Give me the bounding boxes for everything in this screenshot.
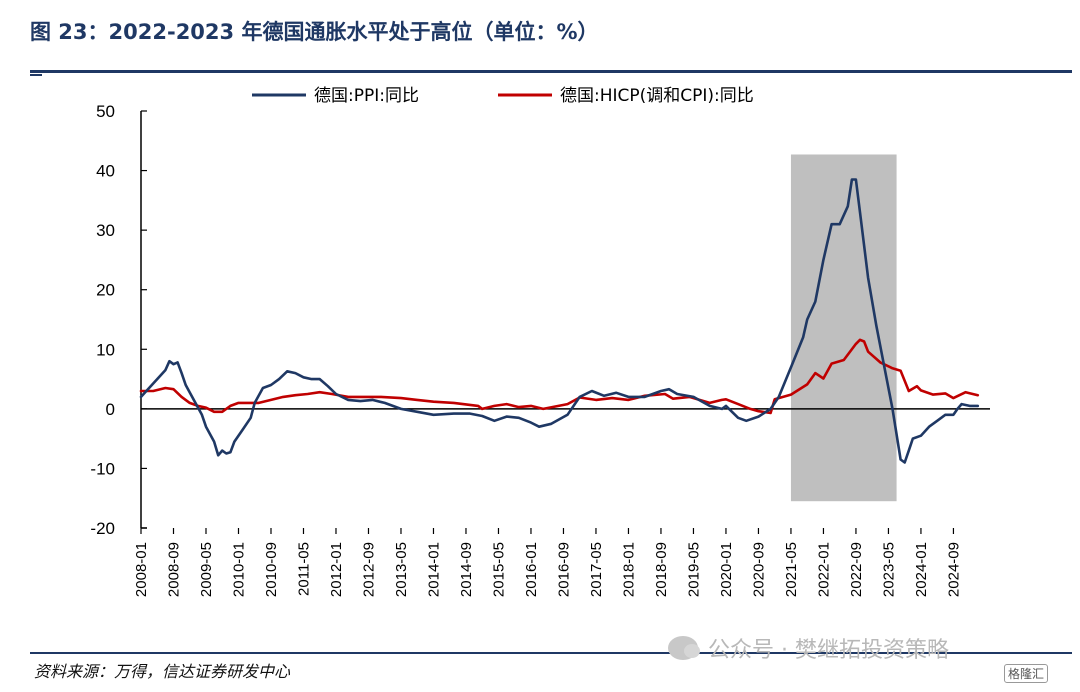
y-tick-label: 10: [96, 340, 115, 359]
x-tick-label: 2008-01: [133, 542, 150, 597]
x-tick-label: 2010-01: [230, 542, 247, 597]
x-tick-label: 2016-01: [523, 542, 540, 597]
watermark-text: 公众号 · 樊继拓投资策略: [708, 638, 949, 663]
x-tick-label: 2018-09: [653, 542, 670, 597]
x-tick-label: 2011-05: [295, 542, 312, 596]
x-tick-label: 2023-05: [880, 542, 897, 597]
y-tick-label: 20: [96, 281, 115, 300]
shaded-region-layer: [790, 154, 897, 502]
x-tick-label: 2020-01: [718, 542, 735, 597]
wechat-icon: [668, 636, 700, 660]
legend-label-hicp: 德国:HICP(调和CPI):同比: [560, 86, 754, 106]
y-tick-label: -20: [90, 519, 115, 538]
x-tick-label: 2014-01: [425, 542, 442, 597]
x-tick-label: 2014-09: [458, 542, 475, 597]
footer-divider: [30, 652, 1072, 654]
legend-label-ppi: 德国:PPI:同比: [314, 86, 419, 106]
title-divider-tick: [30, 74, 42, 76]
x-tick-label: 2021-05: [783, 542, 800, 597]
x-tick-label: 2022-09: [848, 542, 865, 597]
x-tick-label: 2008-09: [165, 542, 182, 597]
x-tick-label: 2024-09: [945, 542, 962, 597]
y-tick-label: 40: [96, 162, 115, 181]
source-note: 资料来源：万得，信达证券研发中心: [34, 662, 291, 681]
title-divider: [30, 70, 1072, 73]
hicp-series-line: [139, 338, 980, 415]
y-tick-label: 50: [96, 102, 115, 121]
ppi-series-line: [139, 178, 980, 464]
x-tick-label: 2015-05: [490, 542, 507, 597]
x-tick-label: 2019-05: [685, 542, 702, 597]
x-tick-label: 2022-01: [815, 542, 832, 597]
x-tick-label: 2020-09: [750, 542, 767, 597]
axes-layer: 50 40 30 20 10 0 -10 -20 2008-01 2008-09 2009-05 20…: [90, 102, 990, 597]
x-tick-label: 2016-09: [555, 542, 572, 597]
chart-title: 图 23：2022-2023 年德国通胀水平处于高位（单位：%）: [30, 20, 599, 44]
x-tick-label: 2012-09: [360, 542, 377, 597]
x-tick-label: 2017-05: [588, 542, 605, 597]
y-tick-label: 30: [96, 221, 115, 240]
x-tick-label: 2012-01: [328, 542, 345, 597]
shaded-region: [790, 154, 897, 502]
x-tick-label: 2024-01: [913, 542, 930, 597]
legend-layer: 德国:PPI:同比 德国:HICP(调和CPI):同比: [252, 86, 754, 106]
series-layer: [139, 178, 980, 464]
y-tick-label: 0: [106, 400, 115, 419]
watermark-badge: 格隆汇: [1004, 664, 1049, 683]
x-tick-label: 2009-05: [198, 542, 215, 597]
watermark: 公众号 · 樊继拓投资策略: [668, 632, 949, 664]
x-tick-label: 2013-05: [393, 542, 410, 597]
y-tick-label: -10: [90, 459, 115, 478]
x-tick-label: 2010-09: [263, 542, 280, 597]
x-tick-label: 2018-01: [620, 542, 637, 597]
